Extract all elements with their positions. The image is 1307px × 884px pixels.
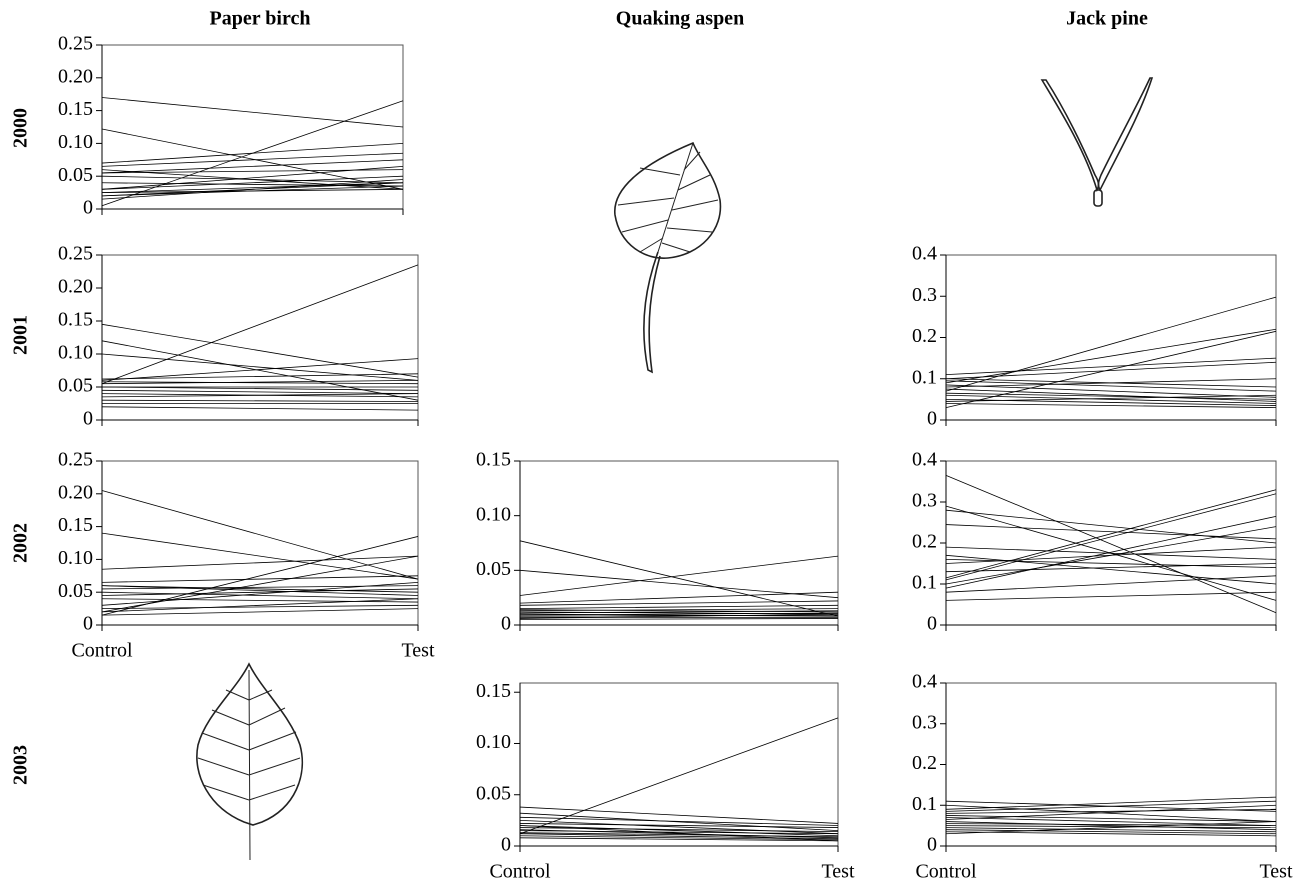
- series-line: [102, 387, 418, 390]
- y-tick-label: 0: [501, 834, 511, 856]
- y-tick-label: 0: [83, 613, 93, 635]
- y-tick-label: 0.10: [58, 547, 93, 569]
- y-tick-label: 0.05: [476, 782, 511, 804]
- series-line: [102, 129, 403, 189]
- series-line: [946, 559, 1276, 567]
- x-tick-label: Test: [401, 640, 434, 662]
- column-title: Jack pine: [1066, 8, 1148, 30]
- y-tick-label: 0.1: [912, 793, 937, 815]
- y-tick-label: 0: [927, 613, 937, 635]
- y-tick-label: 0.20: [58, 276, 93, 298]
- series-line: [946, 555, 1276, 584]
- y-tick-label: 0.4: [912, 449, 937, 471]
- series-line: [102, 400, 418, 401]
- figure: Paper birch Quaking aspen Jack pine 2000 200…: [0, 0, 1307, 884]
- y-tick-label: 0.4: [912, 243, 937, 265]
- series-line: [946, 475, 1276, 612]
- series-line: [102, 265, 418, 384]
- x-tick-label: Control: [915, 861, 977, 883]
- series-line: [102, 176, 403, 183]
- series-line: [102, 533, 418, 579]
- series-line: [102, 97, 403, 127]
- y-tick-label: 0.15: [58, 98, 93, 120]
- plot-frame: [520, 461, 838, 625]
- series-line: [946, 576, 1276, 592]
- series-line: [102, 556, 418, 612]
- x-tick-label: Control: [71, 640, 133, 662]
- series-line: [946, 592, 1276, 600]
- series-line: [946, 516, 1276, 588]
- series-line: [102, 341, 418, 400]
- birch-leaf: [197, 664, 302, 860]
- y-tick-label: 0.2: [912, 531, 937, 553]
- series-line: [102, 491, 418, 580]
- series-line: [946, 358, 1276, 375]
- y-tick-label: 0.20: [58, 65, 93, 87]
- y-tick-label: 0.05: [58, 375, 93, 397]
- y-tick-label: 0.2: [912, 752, 937, 774]
- y-tick-label: 0.05: [58, 580, 93, 602]
- x-tick-label: Test: [821, 861, 854, 883]
- y-tick-label: 0: [501, 613, 511, 635]
- y-tick-label: 0: [83, 408, 93, 430]
- series-line: [520, 807, 838, 823]
- y-tick-label: 0.1: [912, 366, 937, 388]
- y-tick-label: 0.10: [58, 342, 93, 364]
- pine-needles: [1042, 78, 1152, 206]
- series-line: [102, 592, 418, 599]
- column-title: Quaking aspen: [616, 8, 744, 30]
- y-tick-label: 0: [927, 834, 937, 856]
- series-line: [946, 404, 1276, 408]
- row-label: 2003: [10, 745, 32, 785]
- series-line: [102, 605, 418, 608]
- series-line: [520, 556, 838, 595]
- y-tick-label: 0.3: [912, 711, 937, 733]
- y-tick-label: 0.15: [476, 680, 511, 702]
- y-tick-label: 0: [83, 197, 93, 219]
- y-tick-label: 0.4: [912, 671, 937, 693]
- y-tick-label: 0.10: [476, 503, 511, 525]
- y-tick-label: 0.05: [476, 558, 511, 580]
- series-line: [946, 362, 1276, 379]
- series-line: [946, 832, 1276, 836]
- series-line: [102, 407, 418, 410]
- row-label: 2000: [10, 108, 32, 148]
- y-tick-label: 0.10: [476, 731, 511, 753]
- row-label: 2002: [10, 523, 32, 563]
- y-tick-label: 0.15: [476, 449, 511, 471]
- y-tick-label: 0.25: [58, 449, 93, 471]
- y-tick-label: 0.3: [912, 284, 937, 306]
- series-line: [946, 297, 1276, 391]
- y-tick-label: 0.05: [58, 164, 93, 186]
- series-line: [946, 527, 1276, 584]
- y-tick-label: 0.1: [912, 572, 937, 594]
- y-tick-label: 0.15: [58, 309, 93, 331]
- series-line: [102, 390, 418, 393]
- y-tick-label: 0.25: [58, 33, 93, 55]
- series-line: [520, 618, 838, 619]
- y-tick-label: 0.10: [58, 131, 93, 153]
- y-tick-label: 0.2: [912, 325, 937, 347]
- y-tick-label: 0.25: [58, 243, 93, 265]
- series-line: [946, 329, 1276, 383]
- x-tick-label: Test: [1259, 861, 1292, 883]
- series-line: [946, 547, 1276, 559]
- column-title: Paper birch: [210, 8, 311, 30]
- series-line: [102, 589, 418, 596]
- y-tick-label: 0: [927, 408, 937, 430]
- x-tick-label: Control: [489, 861, 551, 883]
- series-line: [520, 718, 838, 834]
- row-label: 2001: [10, 315, 32, 355]
- series-line: [102, 576, 418, 583]
- series-line: [520, 605, 838, 608]
- series-line: [102, 556, 418, 569]
- aspen-leaf: [615, 143, 721, 372]
- plot-frame: [946, 461, 1276, 625]
- y-tick-label: 0.20: [58, 481, 93, 503]
- y-tick-label: 0.15: [58, 514, 93, 536]
- y-tick-label: 0.3: [912, 490, 937, 512]
- series-line: [102, 586, 418, 593]
